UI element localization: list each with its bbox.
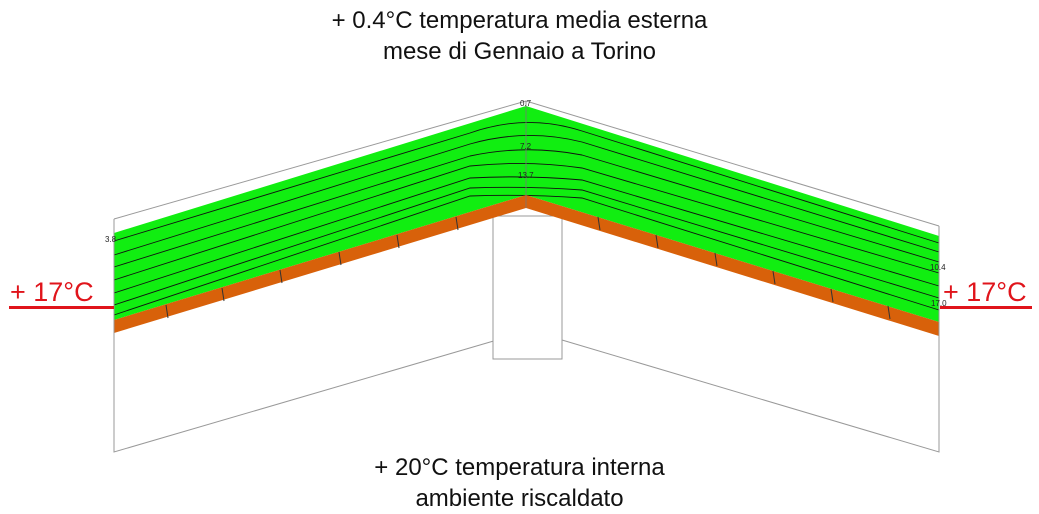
right-wall-temperature-label: + 17°C [943, 277, 1027, 307]
tile-joint [887, 305, 891, 320]
tile-joint [772, 270, 776, 285]
outside-temperature-caption: + 0.4°C temperatura media esterna mese d… [0, 5, 1039, 67]
tile-joint [597, 216, 601, 231]
isotherm-label-ridge-mid: 7.2 [520, 142, 532, 151]
isotherm-label-ridge-top: 0.7 [520, 99, 532, 108]
inside-caption-line-2: ambiente riscaldato [415, 485, 624, 512]
tile-joint [165, 304, 169, 319]
tile-joint [338, 251, 342, 266]
left-label-underline [9, 306, 114, 309]
isotherm-label-right-upper: 10.4 [930, 263, 946, 272]
isotherm-label-right-lower: 17.0 [931, 299, 947, 308]
right-label-underline [940, 306, 1032, 309]
tile-joint [279, 269, 283, 284]
tile-joint [714, 252, 718, 267]
left-wall-temperature-label: + 17°C [10, 277, 94, 307]
outside-caption-line-1: + 0.4°C temperatura media esterna [331, 7, 708, 34]
outside-caption-line-2: mese di Gennaio a Torino [382, 38, 657, 65]
left-wall-outline [113, 335, 498, 453]
tile-joint [455, 216, 459, 231]
tile-joint [655, 234, 659, 249]
isotherm-label-left-edge: 3.8 [105, 235, 117, 244]
tile-joint [396, 234, 400, 249]
insulation-layer [114, 106, 939, 322]
inside-temperature-caption: + 20°C temperatura interna ambiente risc… [0, 452, 1039, 514]
tile-joints [165, 216, 891, 320]
tile-joint [830, 288, 834, 303]
tile-joint [221, 287, 225, 302]
isotherm-label-ridge-low: 13.7 [518, 171, 534, 180]
inside-caption-line-1: + 20°C temperatura interna [374, 454, 665, 481]
central-beam [492, 215, 563, 360]
right-wall-outline [561, 335, 940, 453]
